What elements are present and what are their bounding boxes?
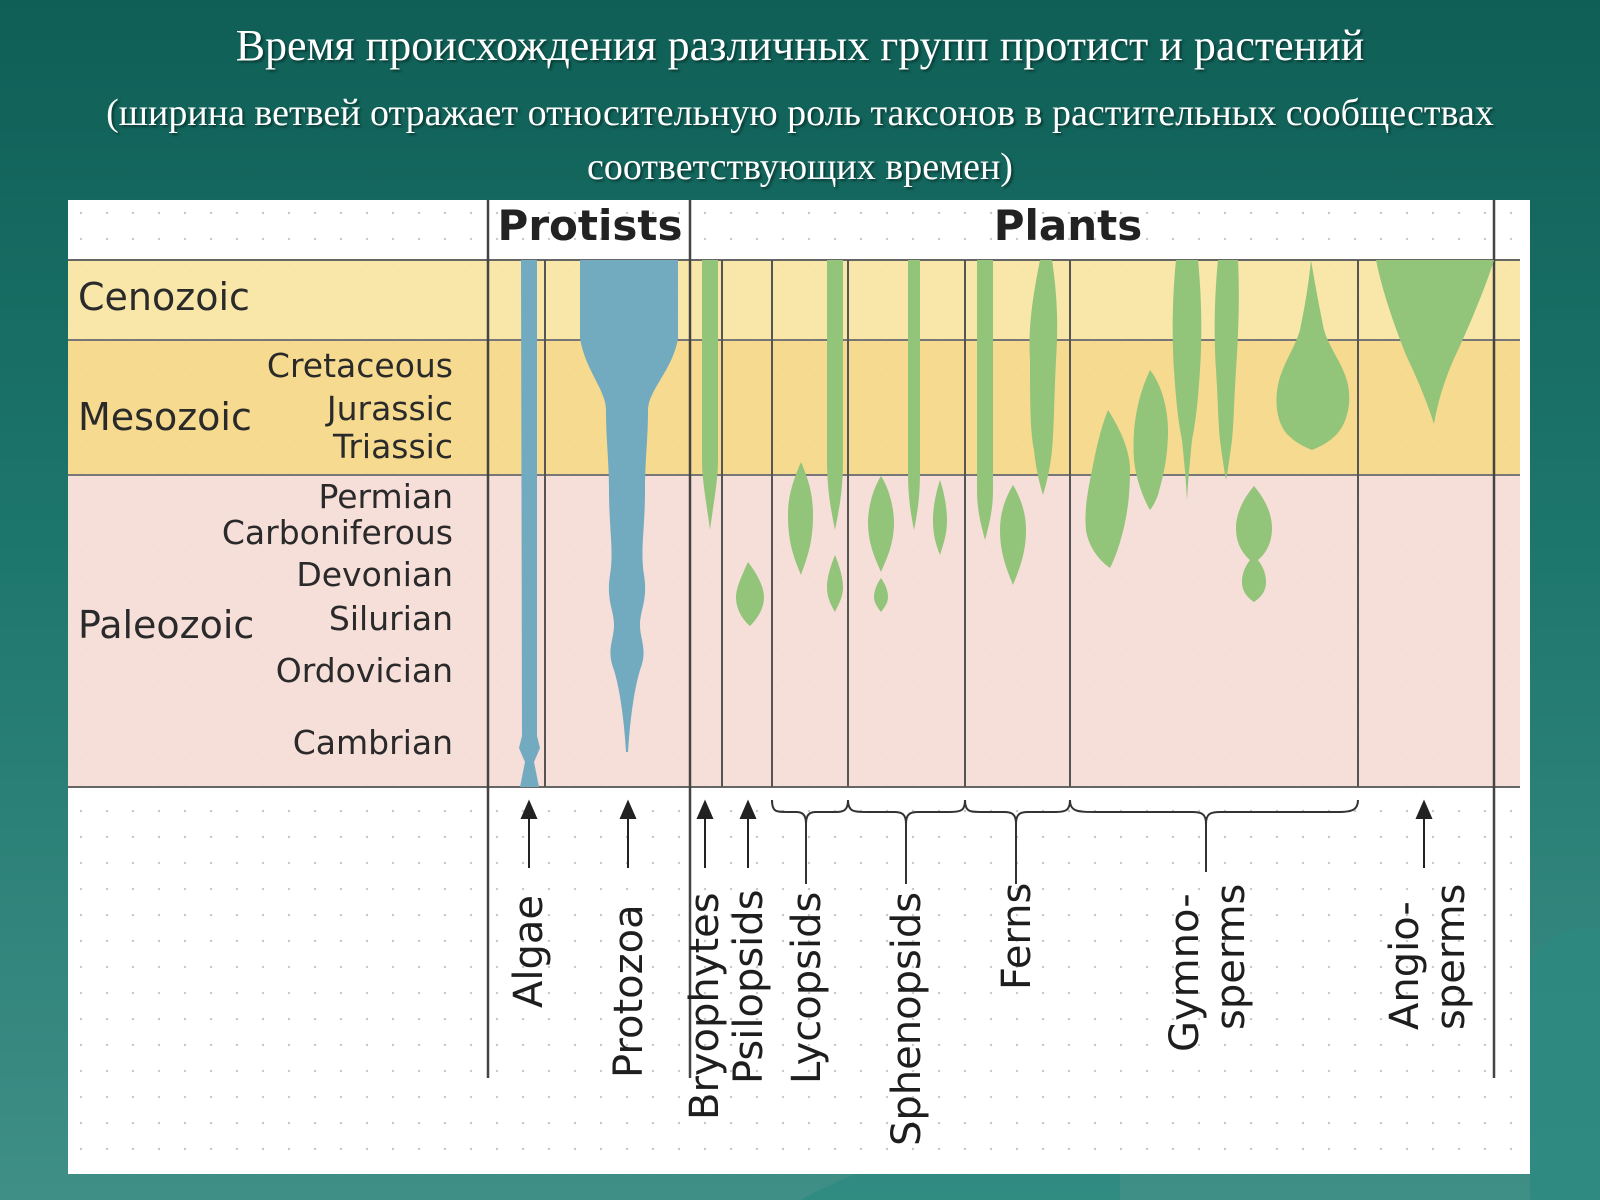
psilopsids-arrow <box>739 799 757 868</box>
evolution-diagram: Protists Plants Cenozoic Mesozoic Paleoz… <box>68 200 1520 1146</box>
ferns-branch-right <box>1029 260 1058 495</box>
period-label-cambrian: Cambrian <box>293 723 453 762</box>
algae-arrow <box>520 799 538 868</box>
algae-branch <box>519 260 540 787</box>
lycopsids-branch-small <box>827 555 843 612</box>
bryophytes-branch <box>702 260 718 530</box>
gymnosperms-branch-1 <box>1085 410 1130 568</box>
sphenopsids-branch-secondary <box>868 476 894 572</box>
taxon-label-angiosperms-line1: Angio- <box>1382 901 1428 1030</box>
sphenopsids-branch-third <box>933 480 947 555</box>
angiosperms-arrow <box>1415 799 1433 868</box>
period-label-triassic: Triassic <box>332 427 453 466</box>
lycopsids-branch-secondary <box>788 462 813 575</box>
era-label-paleozoic: Paleozoic <box>78 603 254 647</box>
angiosperms-branch <box>1376 260 1494 424</box>
period-label-silurian: Silurian <box>329 599 453 638</box>
period-label-jurassic: Jurassic <box>325 389 453 428</box>
slide-subtitle: (ширина ветвей отражает относительную ро… <box>106 92 1494 188</box>
period-label-cretaceous: Cretaceous <box>267 346 453 385</box>
period-label-permian: Permian <box>319 477 453 516</box>
period-label-devonian: Devonian <box>296 555 453 594</box>
sphenopsids-branch-main <box>908 260 920 530</box>
gymnosperms-branch-3 <box>1172 260 1202 500</box>
taxon-label-angiosperms-line2: sperms <box>1428 884 1474 1030</box>
protozoa-branch <box>580 260 678 752</box>
lycopsids-bracket <box>771 799 849 884</box>
era-label-cenozoic: Cenozoic <box>78 275 250 319</box>
evolution-diagram-panel: Protists Plants Cenozoic Mesozoic Paleoz… <box>68 200 1530 1174</box>
sphenopsids-bracket <box>847 799 966 884</box>
gymnosperms-bracket <box>1069 799 1359 872</box>
sphenopsids-branch-small <box>874 578 888 612</box>
ferns-bracket <box>964 799 1071 884</box>
ferns-branch-left <box>977 260 993 540</box>
lycopsids-branch-main <box>827 260 843 530</box>
taxon-label-lycopsids: Lycopsids <box>784 892 830 1084</box>
period-label-ordovician: Ordovician <box>276 651 453 690</box>
taxon-label-bryophytes: Bryophytes <box>682 892 728 1120</box>
protozoa-arrow <box>619 799 637 868</box>
taxon-label-gymnosperms-line2: sperms <box>1208 884 1254 1030</box>
taxon-label-ferns: Ferns <box>994 883 1040 990</box>
taxon-label-gymnosperms-line1: Gymno- <box>1162 893 1208 1052</box>
bryophytes-arrow <box>696 799 714 868</box>
psilopsids-branch <box>736 562 764 626</box>
taxon-label-algae: Algae <box>506 895 552 1008</box>
period-label-carboniferous: Carboniferous <box>222 513 453 552</box>
plants-header: Plants <box>994 201 1143 250</box>
era-label-mesozoic: Mesozoic <box>78 395 252 439</box>
taxon-label-psilopsids: Psilopsids <box>726 889 772 1084</box>
protists-header: Protists <box>498 201 683 250</box>
gymnosperms-branch-6 <box>1236 486 1272 602</box>
taxon-label-sphenopsids: Sphenopsids <box>884 892 930 1146</box>
gymnosperms-branch-2 <box>1133 370 1168 510</box>
gymnosperms-branch-5 <box>1276 260 1350 450</box>
slide-title: Время происхождения различных групп прот… <box>235 21 1365 70</box>
ferns-branch-mid <box>1000 485 1026 585</box>
cenozoic-band <box>68 260 1520 340</box>
taxon-label-protozoa: Protozoa <box>606 904 652 1078</box>
gymnosperms-branch-4 <box>1214 260 1239 480</box>
